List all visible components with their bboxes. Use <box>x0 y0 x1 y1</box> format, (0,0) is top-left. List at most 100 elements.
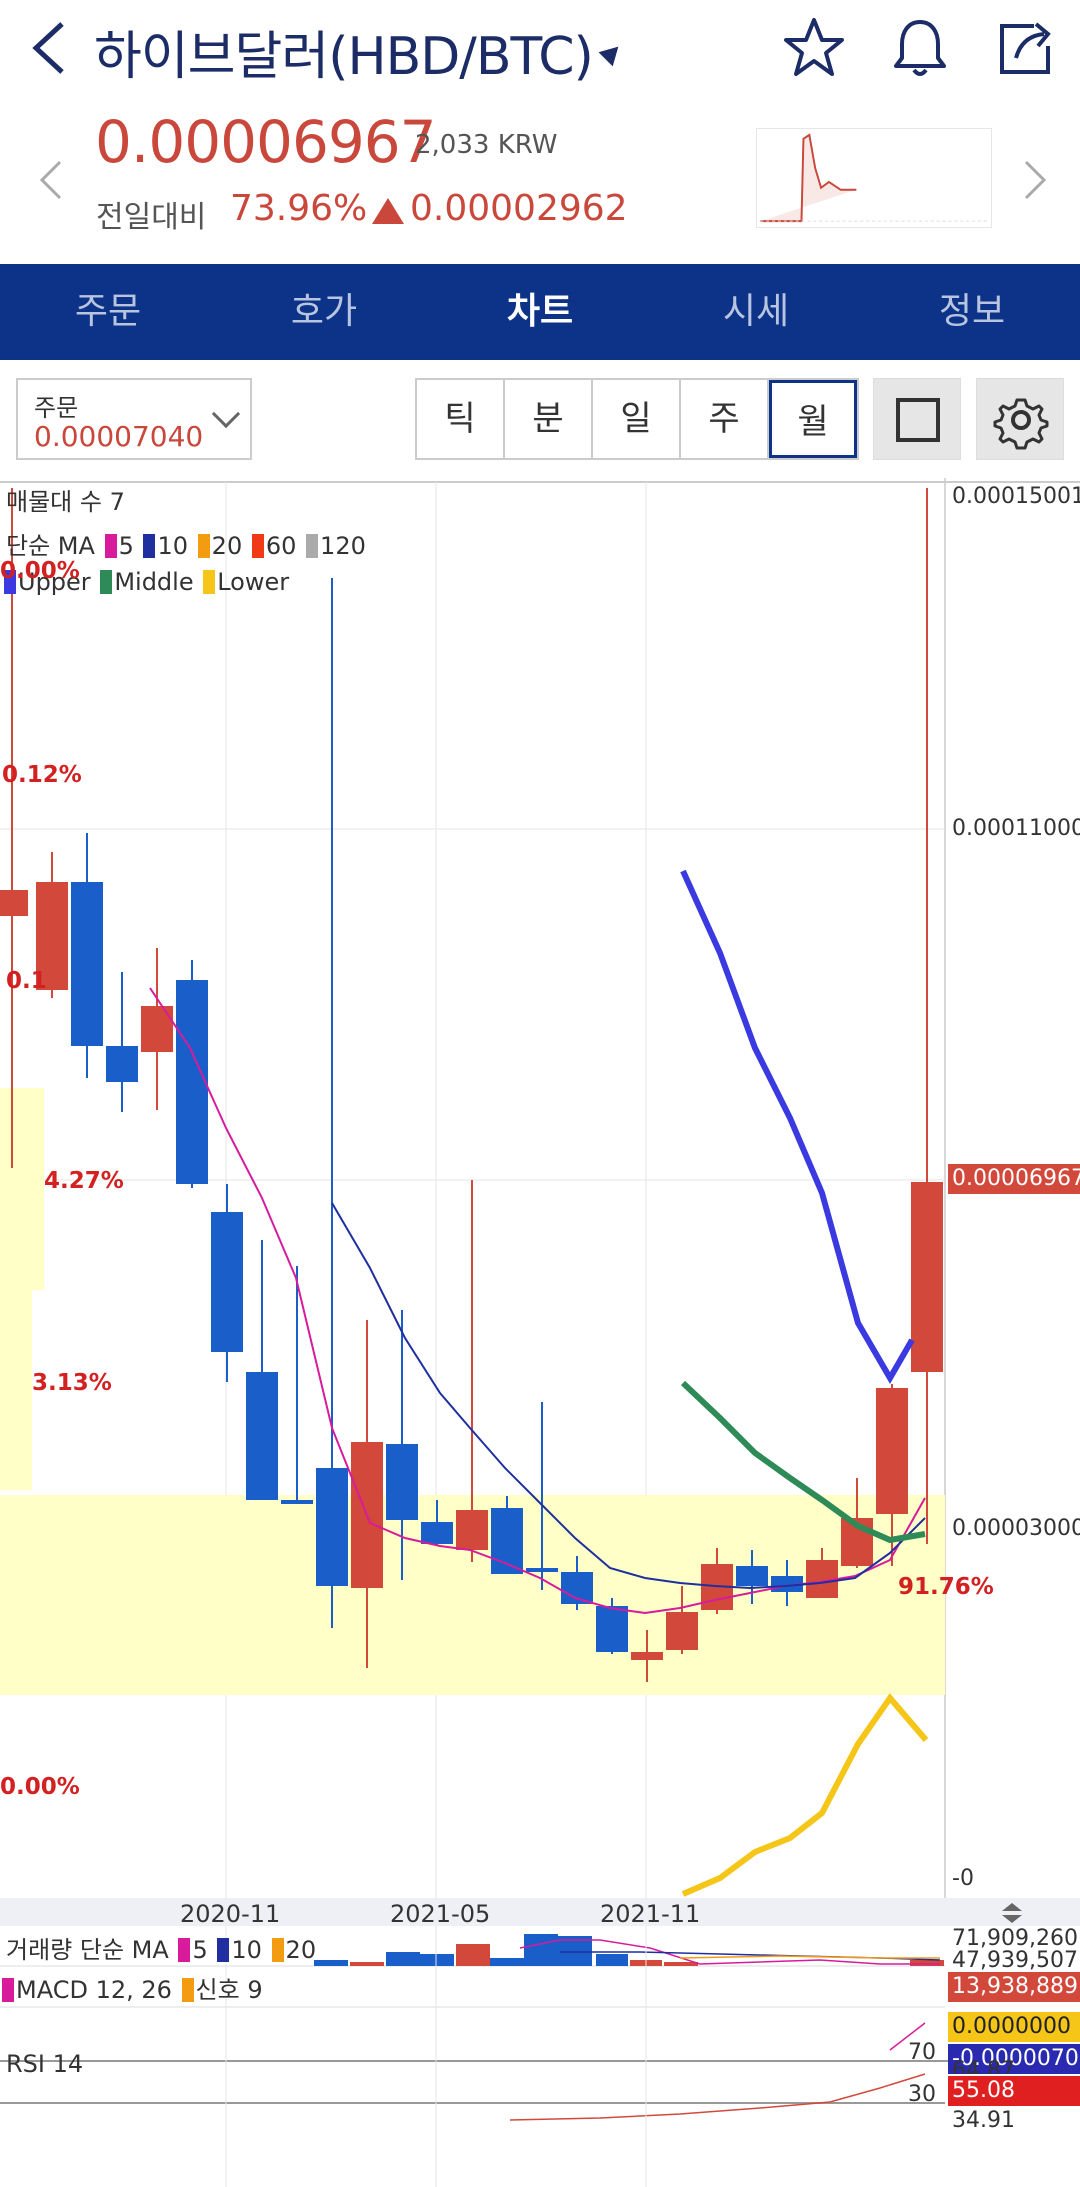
candle-body-17 <box>596 1606 628 1652</box>
bb-legend: Upper Middle Lower <box>2 568 289 596</box>
x-tick-3: 2021-11 <box>600 1900 701 1928</box>
candle-body-8 <box>281 1500 313 1504</box>
prev-coin-arrow-icon[interactable] <box>36 150 66 210</box>
settings-button[interactable] <box>976 378 1064 460</box>
volume-legend-label: 거래량 단순 MA <box>6 1936 169 1964</box>
rsi-axis-1: 64.87 <box>952 2058 1015 2074</box>
back-icon[interactable] <box>28 20 72 76</box>
vp-pct-7: 0.00% <box>0 1774 80 1800</box>
volume-badge: 13,938,889 <box>948 1972 1080 2002</box>
chart-toolbar: 주문 0.00007040 틱 분 일 주 월 <box>0 362 1080 478</box>
title-dropdown-icon[interactable] <box>598 39 626 67</box>
mini-sparkline[interactable] <box>756 128 992 228</box>
tab-order[interactable]: 주문 <box>74 291 142 332</box>
vp-pct-1: 0.00% <box>0 558 80 584</box>
period-month[interactable]: 월 <box>769 380 857 458</box>
period-minute[interactable]: 분 <box>505 380 593 458</box>
next-coin-arrow-icon[interactable] <box>1020 150 1050 210</box>
ma10-line <box>331 1202 926 1590</box>
header: 하이브달러(HBD/BTC) <box>0 0 1080 95</box>
ma-legend-10: 10 <box>157 532 189 560</box>
bb-upper-line <box>680 869 915 1384</box>
bb-legend-lower: Lower <box>217 568 290 596</box>
page-title[interactable]: 하이브달러(HBD/BTC) <box>94 27 594 87</box>
price-summary: 0.00006967 2,033 KRW 전일대비 73.96% 0.00002… <box>0 100 1080 260</box>
change-value: 0.00002962 <box>410 188 628 229</box>
period-week[interactable]: 주 <box>681 380 769 458</box>
bell-icon[interactable] <box>888 16 952 80</box>
tab-chart[interactable]: 차트 <box>506 291 574 332</box>
vol-ma-20: 20 <box>285 1936 317 1964</box>
up-triangle-icon <box>372 198 404 224</box>
current-price: 0.00006967 <box>95 108 437 176</box>
candle-body-19 <box>666 1612 698 1650</box>
candle-body-15 <box>526 1568 558 1572</box>
bb-lower-line <box>681 1693 929 1897</box>
ma-legend-60: 60 <box>265 532 297 560</box>
volume-axis-1: 71,909,260 <box>952 1926 1078 1951</box>
macd-legend: MACD 12, 26 신호 9 <box>0 1970 263 2005</box>
candle-body-6 <box>211 1212 243 1352</box>
order-price-label: 주문 <box>34 394 79 422</box>
period-day[interactable]: 일 <box>593 380 681 458</box>
volume-axis-2: 47,939,507 <box>952 1948 1078 1973</box>
macd-signal-badge: -0.0000070 <box>948 2044 1080 2074</box>
bb-legend-middle: Middle <box>114 568 194 596</box>
period-tick[interactable]: 틱 <box>417 380 505 458</box>
fullscreen-button[interactable] <box>873 378 961 460</box>
change-label: 전일대비 <box>96 200 207 235</box>
candle-body-26 <box>911 1182 943 1372</box>
main-tabs: 주문 호가 차트 시세 정보 <box>0 264 1080 360</box>
star-icon[interactable] <box>782 16 846 80</box>
square-icon <box>896 398 940 442</box>
vp-pct-5: 3.13% <box>32 1370 112 1396</box>
candle-body-11 <box>386 1444 418 1520</box>
volume-profile-legend: 매물대 수 7 <box>6 488 125 516</box>
y-tick-1: 0.00015001 <box>952 484 1080 509</box>
gear-icon <box>993 398 1049 450</box>
x-tick-1: 2020-11 <box>180 1900 281 1928</box>
rsi-badge: 55.08 <box>948 2076 1080 2106</box>
rsi-legend-label: RSI 14 <box>6 2050 84 2078</box>
order-price-select[interactable]: 주문 0.00007040 <box>16 378 252 460</box>
krw-price: 2,033 KRW <box>415 130 558 160</box>
vp-pct-3: 0.1 <box>6 968 47 994</box>
vp-pct-2: 0.12% <box>2 762 82 788</box>
change-percent: 73.96% <box>230 188 368 229</box>
share-icon[interactable] <box>994 16 1058 80</box>
vp-pct-6: 91.76% <box>898 1574 994 1600</box>
candle-body-0 <box>0 890 28 916</box>
candlesticks <box>0 488 943 1682</box>
candle-body-21 <box>736 1566 768 1586</box>
candle-body-25 <box>876 1388 908 1514</box>
candle-body-3 <box>106 1046 138 1082</box>
price-chart[interactable]: 매물대 수 7 단순 MA 5 10 20 60 120 Upper Middl… <box>0 478 1080 2187</box>
vol-ma-10: 10 <box>231 1936 262 1964</box>
y-tick-2: 0.00011000 <box>952 816 1080 841</box>
candle-body-4 <box>141 1006 173 1052</box>
ma-legend-label: 단순 MA <box>6 532 95 560</box>
y-tick-3: 0.00003000 <box>952 1516 1080 1541</box>
candle-body-1 <box>36 882 68 990</box>
rsi-level-30: 30 <box>908 2082 936 2107</box>
volume-legend: 거래량 단순 MA 5 10 20 <box>6 1930 316 1965</box>
bb-middle-line <box>680 1380 926 1544</box>
rsi-axis-2: 34.91 <box>952 2108 1015 2133</box>
macd-legend-label: MACD 12, 26 <box>16 1976 172 2004</box>
ma-legend-5: 5 <box>118 532 134 560</box>
candle-body-13 <box>456 1510 488 1550</box>
candle-body-5 <box>176 980 208 1184</box>
tab-market[interactable]: 시세 <box>722 291 790 332</box>
vp-pct-4: 4.27% <box>44 1168 124 1194</box>
tab-orderbook[interactable]: 호가 <box>290 291 358 332</box>
ma-legend-20: 20 <box>211 532 243 560</box>
chart-canvas[interactable] <box>0 478 1080 2187</box>
bb-legend-upper: Upper <box>18 568 91 596</box>
ma-legend: 단순 MA 5 10 20 60 120 <box>6 526 366 561</box>
rsi-level-70: 70 <box>908 2040 936 2065</box>
candle-body-12 <box>421 1522 453 1544</box>
x-tick-2: 2021-05 <box>390 1900 491 1928</box>
tab-info[interactable]: 정보 <box>938 291 1006 332</box>
period-selector: 틱 분 일 주 월 <box>415 378 859 460</box>
candle-body-2 <box>71 882 103 1046</box>
